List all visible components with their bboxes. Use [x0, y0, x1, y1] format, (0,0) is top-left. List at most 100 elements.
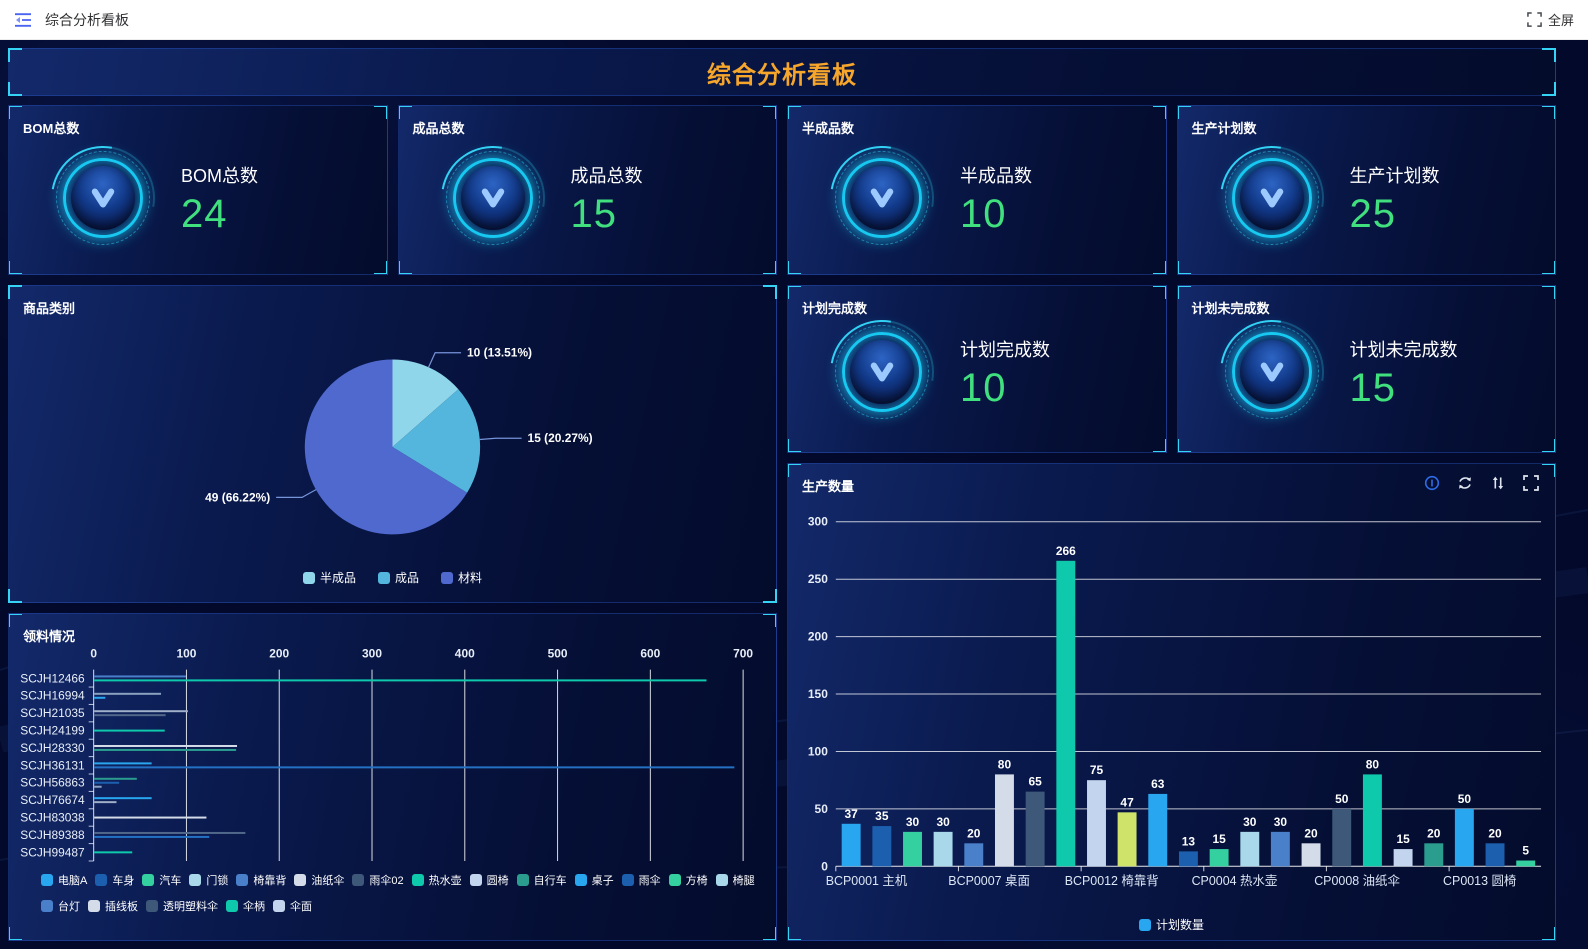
material-bar — [94, 851, 133, 854]
refresh-icon[interactable] — [1457, 475, 1473, 491]
material-legend-item[interactable]: 电脑A — [41, 872, 87, 888]
x-axis-tick-label: 600 — [640, 647, 660, 661]
corner-bracket-decoration — [1152, 439, 1166, 452]
legend-swatch — [226, 900, 238, 912]
corner-bracket-decoration — [8, 261, 22, 274]
material-bar — [94, 835, 210, 838]
material-row-label: SCJH36131 — [20, 758, 85, 772]
material-bar — [94, 748, 237, 751]
panel-material-status: 领料情况 0 100 200 300 400 500 600 700 SCJH12466 SCJH… — [8, 613, 777, 941]
x-axis-tick-label: 300 — [362, 647, 382, 661]
production-bar — [1178, 851, 1198, 867]
legend-swatch — [142, 874, 155, 886]
material-row-label: SCJH56863 — [20, 776, 85, 790]
x-axis-category-label: BCP0001 主机 — [826, 874, 908, 888]
stat-card-title: BOM总数 — [23, 121, 80, 136]
production-bar — [933, 831, 953, 867]
material-legend-item[interactable]: 热水壶 — [411, 872, 462, 888]
x-axis-tick-label: 700 — [733, 647, 753, 661]
x-axis-category-label: BCP0012 椅靠背 — [1065, 874, 1159, 888]
material-legend-item[interactable]: 汽车 — [142, 872, 181, 888]
material-legend-item[interactable]: 车身 — [95, 872, 134, 888]
pie-legend-item[interactable]: 成品 — [377, 569, 419, 586]
data-view-icon[interactable] — [1424, 475, 1440, 491]
corner-bracket-decoration — [1542, 439, 1556, 452]
material-legend-item[interactable]: 椅腿 — [715, 872, 755, 888]
legend-swatch — [377, 571, 390, 584]
pie-legend: 半成品 成品 材料 — [9, 569, 776, 586]
material-legend-item[interactable]: 透明塑料伞 — [146, 898, 218, 914]
production-bar — [1485, 843, 1505, 867]
stat-card-value: 10 — [960, 192, 1007, 236]
v-chevron-icon — [91, 188, 115, 208]
legend-swatch — [41, 900, 53, 912]
panel-product-category: 商品类别 10 (13.51%) 15 (20.27%) 49 (66.22%) 半… — [8, 285, 777, 603]
material-row-label: SCJH89388 — [20, 828, 85, 842]
production-bar — [1332, 808, 1352, 867]
legend-swatch — [715, 874, 728, 886]
material-legend-item[interactable]: 自行车 — [516, 872, 567, 888]
y-axis-tick-label: 300 — [808, 515, 828, 529]
corner-bracket-decoration — [1152, 261, 1166, 274]
v-chevron-icon — [1260, 362, 1283, 382]
material-bar — [94, 785, 102, 788]
product-category-pie-chart: 10 (13.51%) 15 (20.27%) 49 (66.22%) — [205, 346, 593, 535]
x-axis-tick-label: 0 — [90, 647, 97, 661]
y-axis-tick-label: 250 — [808, 572, 828, 586]
menu-collapse-icon[interactable] — [14, 10, 34, 30]
bar-value-label: 65 — [1028, 775, 1042, 789]
production-bar — [1301, 843, 1321, 867]
stat-card-label: BOM总数 — [181, 166, 259, 186]
legend-swatch — [294, 874, 307, 886]
dashboard-title: 综合分析看板 — [707, 61, 857, 89]
bar-value-label: 20 — [1488, 826, 1502, 840]
y-axis-tick-label: 200 — [808, 630, 828, 644]
stat-card-label: 半成品数 — [960, 166, 1032, 186]
material-bar — [94, 777, 137, 780]
material-row-label: SCJH12466 — [20, 671, 85, 685]
material-legend-item[interactable]: 方椅 — [668, 872, 708, 888]
legend-swatch — [441, 571, 453, 584]
legend-swatch — [574, 874, 587, 886]
legend-swatch — [516, 874, 529, 886]
material-legend-item[interactable]: 雨伞 — [621, 872, 661, 888]
material-legend-item[interactable]: 台灯 — [41, 898, 80, 914]
production-bar — [964, 843, 984, 867]
material-legend-item[interactable]: 门锁 — [189, 872, 228, 888]
material-legend-item[interactable]: 雨伞02 — [352, 872, 404, 888]
production-legend-item[interactable]: 计划数量 — [1138, 916, 1204, 933]
stat-card-finished-total: 成品总数 成品总数 15 — [397, 105, 777, 275]
left-column: BOM总数 BOM总数 24 成品总数 — [8, 105, 777, 941]
pie-legend-item[interactable]: 半成品 — [302, 569, 356, 586]
x-axis-tick-label: 200 — [269, 647, 289, 661]
stat-card-label: 生产计划数 — [1349, 166, 1440, 186]
material-legend-item[interactable]: 插线板 — [88, 898, 138, 914]
fullscreen-label: 全屏 — [1547, 13, 1574, 28]
sort-icon[interactable] — [1490, 475, 1506, 491]
material-legend-item[interactable]: 伞柄 — [226, 898, 265, 914]
stat-row-left: BOM总数 BOM总数 24 成品总数 — [8, 105, 777, 275]
corner-bracket-decoration — [1542, 48, 1556, 62]
corner-bracket-decoration — [373, 261, 387, 274]
legend-swatch — [668, 874, 681, 886]
material-legend-item[interactable]: 椅靠背 — [236, 872, 286, 888]
stat-card-title: 计划完成数 — [802, 301, 868, 316]
stat-orb-icon — [420, 125, 565, 271]
expand-fullscreen-icon[interactable] — [1523, 475, 1539, 491]
material-legend-item[interactable]: 桌子 — [574, 872, 614, 888]
stat-card-value: 15 — [1349, 366, 1396, 410]
pie-legend-item[interactable]: 材料 — [441, 569, 482, 586]
stat-row-right-1: 半成品数 半成品数 10 生产计划数 — [787, 105, 1556, 275]
fullscreen-button[interactable]: 全屏 — [1527, 10, 1574, 29]
material-legend-item[interactable]: 圆椅 — [469, 872, 509, 888]
material-legend-item[interactable]: 伞面 — [273, 898, 312, 914]
material-legend-item[interactable]: 油纸伞 — [294, 872, 344, 888]
v-chevron-icon — [870, 362, 894, 382]
pie-slice — [392, 389, 481, 493]
stat-card-title: 半成品数 — [802, 121, 855, 136]
legend-swatch — [469, 874, 482, 886]
material-row-label: SCJH83038 — [20, 810, 85, 824]
stat-card-production-plans: 生产计划数 生产计划数 25 — [1176, 105, 1556, 275]
stat-orb-icon — [809, 125, 955, 271]
bar-value-label: 37 — [845, 807, 859, 821]
